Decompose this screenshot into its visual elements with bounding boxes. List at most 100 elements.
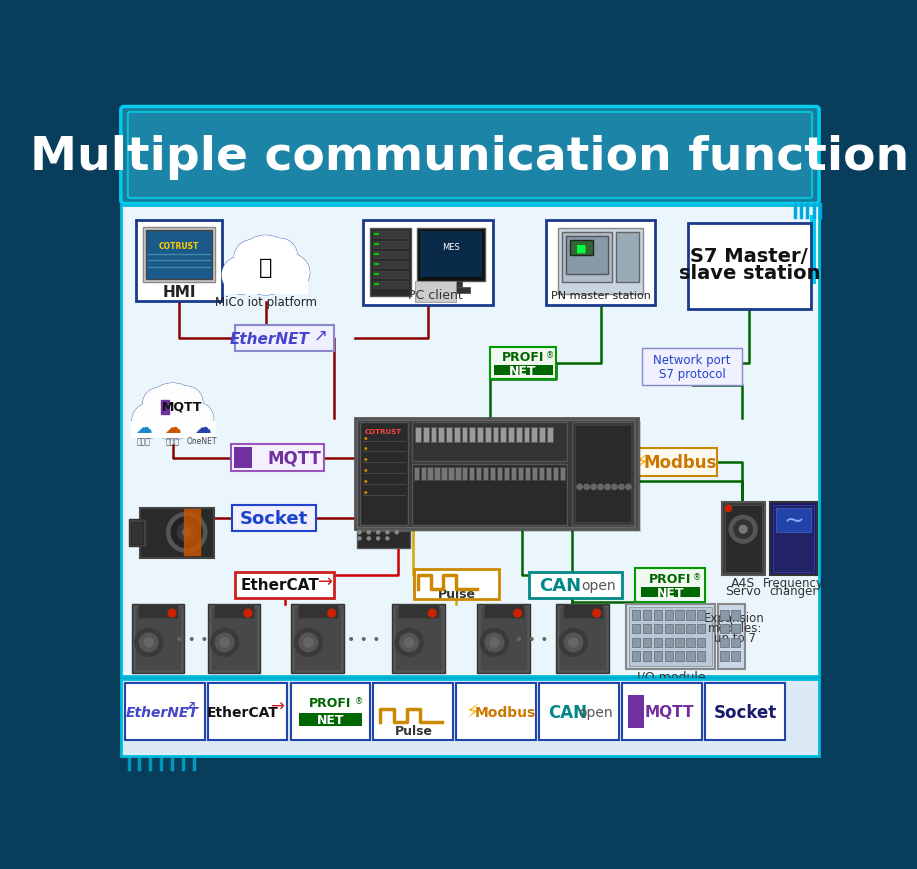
Circle shape	[490, 638, 499, 647]
Text: HMI: HMI	[162, 284, 195, 300]
FancyBboxPatch shape	[539, 468, 544, 481]
FancyBboxPatch shape	[731, 624, 739, 634]
FancyBboxPatch shape	[501, 427, 506, 443]
Text: ↗: ↗	[314, 326, 327, 344]
FancyBboxPatch shape	[373, 272, 407, 279]
FancyBboxPatch shape	[235, 572, 334, 598]
FancyBboxPatch shape	[362, 222, 492, 306]
Text: ®: ®	[355, 697, 363, 706]
Circle shape	[400, 634, 418, 652]
Text: NET: NET	[657, 587, 684, 599]
Circle shape	[237, 236, 295, 295]
Text: MQTT: MQTT	[268, 449, 321, 467]
Circle shape	[182, 529, 191, 536]
Circle shape	[220, 638, 229, 647]
Text: changer: changer	[769, 585, 818, 598]
Text: EtherNET: EtherNET	[126, 705, 198, 719]
FancyBboxPatch shape	[235, 448, 252, 468]
FancyBboxPatch shape	[491, 468, 495, 481]
FancyBboxPatch shape	[358, 421, 641, 533]
FancyBboxPatch shape	[632, 610, 640, 620]
Circle shape	[377, 531, 380, 534]
Circle shape	[395, 629, 423, 656]
FancyBboxPatch shape	[457, 683, 536, 740]
Circle shape	[304, 638, 313, 647]
Circle shape	[605, 485, 610, 490]
Text: ●: ●	[363, 490, 367, 494]
Text: EtherCAT: EtherCAT	[240, 578, 319, 593]
Text: ●: ●	[363, 458, 367, 461]
Circle shape	[577, 485, 582, 490]
FancyBboxPatch shape	[355, 418, 637, 529]
FancyBboxPatch shape	[643, 652, 651, 661]
Text: • • •: • • •	[514, 632, 548, 646]
Text: →: →	[318, 572, 333, 590]
Circle shape	[386, 531, 389, 534]
FancyBboxPatch shape	[562, 604, 602, 618]
FancyBboxPatch shape	[414, 468, 419, 481]
Text: S7 protocol: S7 protocol	[658, 368, 725, 381]
Text: ●: ●	[363, 479, 367, 483]
FancyBboxPatch shape	[224, 275, 307, 295]
Circle shape	[139, 634, 158, 652]
Circle shape	[559, 629, 588, 656]
Circle shape	[167, 513, 207, 553]
FancyBboxPatch shape	[643, 624, 651, 634]
Circle shape	[734, 521, 753, 539]
Circle shape	[386, 537, 389, 541]
Text: S7 Master/: S7 Master/	[691, 246, 808, 265]
FancyBboxPatch shape	[642, 348, 743, 386]
Bar	[184, 509, 200, 556]
FancyBboxPatch shape	[643, 638, 651, 647]
FancyBboxPatch shape	[483, 468, 489, 481]
FancyBboxPatch shape	[508, 427, 514, 443]
Text: I/O module: I/O module	[636, 670, 705, 683]
FancyBboxPatch shape	[477, 427, 483, 443]
Text: • • •: • • •	[348, 632, 381, 646]
FancyBboxPatch shape	[121, 206, 819, 676]
Text: ●: ●	[363, 468, 367, 473]
Text: Frequency: Frequency	[763, 576, 824, 589]
FancyBboxPatch shape	[641, 587, 700, 597]
FancyBboxPatch shape	[207, 683, 287, 740]
FancyBboxPatch shape	[616, 233, 639, 282]
Circle shape	[625, 485, 631, 490]
FancyBboxPatch shape	[373, 252, 407, 259]
FancyBboxPatch shape	[214, 604, 254, 618]
FancyBboxPatch shape	[446, 427, 452, 443]
FancyBboxPatch shape	[654, 652, 662, 661]
FancyBboxPatch shape	[476, 468, 481, 481]
FancyBboxPatch shape	[546, 468, 551, 481]
Circle shape	[592, 609, 601, 617]
FancyBboxPatch shape	[721, 652, 729, 661]
FancyBboxPatch shape	[423, 427, 429, 443]
Text: PROFI: PROFI	[309, 696, 351, 709]
Text: Socket: Socket	[713, 703, 777, 721]
FancyBboxPatch shape	[665, 610, 673, 620]
Circle shape	[244, 609, 252, 617]
FancyBboxPatch shape	[485, 427, 491, 443]
FancyBboxPatch shape	[115, 104, 825, 773]
FancyBboxPatch shape	[448, 468, 454, 481]
FancyBboxPatch shape	[413, 464, 568, 526]
FancyBboxPatch shape	[478, 604, 530, 673]
FancyBboxPatch shape	[438, 427, 444, 443]
FancyBboxPatch shape	[140, 508, 214, 558]
FancyBboxPatch shape	[676, 652, 684, 661]
FancyBboxPatch shape	[370, 229, 411, 296]
FancyBboxPatch shape	[559, 607, 606, 670]
Circle shape	[395, 531, 398, 534]
FancyBboxPatch shape	[427, 468, 433, 481]
Circle shape	[222, 257, 260, 295]
Circle shape	[211, 629, 238, 656]
FancyBboxPatch shape	[299, 713, 362, 726]
FancyBboxPatch shape	[232, 506, 316, 531]
FancyBboxPatch shape	[207, 604, 260, 673]
FancyBboxPatch shape	[686, 610, 694, 620]
Bar	[161, 401, 169, 415]
FancyBboxPatch shape	[688, 223, 811, 309]
FancyBboxPatch shape	[292, 604, 344, 673]
FancyBboxPatch shape	[470, 427, 475, 443]
FancyBboxPatch shape	[511, 468, 516, 481]
FancyBboxPatch shape	[420, 232, 482, 278]
